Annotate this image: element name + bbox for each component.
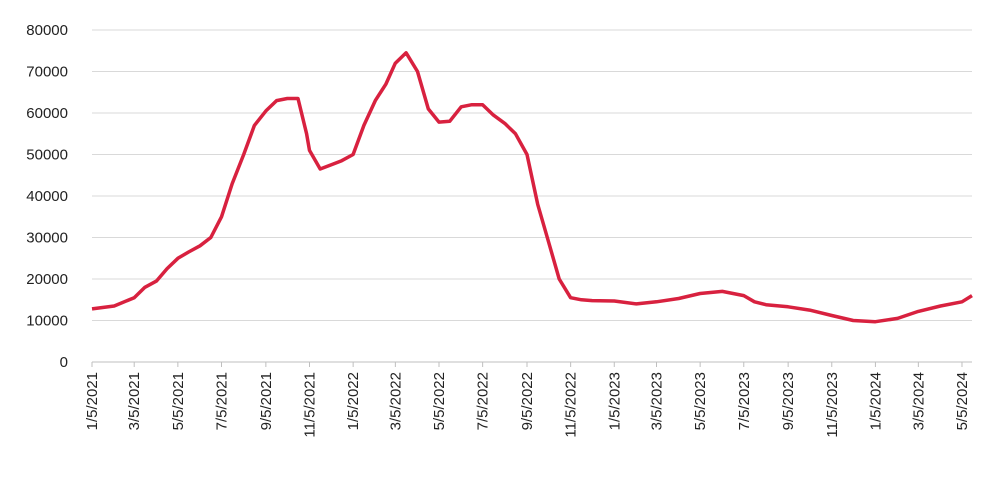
y-tick-label: 70000 (26, 64, 68, 81)
y-tick-label: 10000 (26, 313, 68, 330)
x-tick-label: 11/5/2022 (563, 372, 580, 438)
data-line (91, 51, 973, 324)
x-tick-label: 3/5/2023 (648, 372, 665, 430)
x-tick-label: 9/5/2021 (258, 372, 275, 430)
x-tick-label: 5/5/2022 (431, 372, 448, 430)
y-tick-label: 30000 (26, 230, 68, 247)
x-tick-label: 7/5/2022 (475, 372, 492, 430)
x-tick-label: 11/5/2021 (301, 372, 318, 438)
x-tick-label: 3/5/2024 (910, 372, 927, 430)
x-tick-label: 11/5/2023 (824, 372, 841, 438)
x-tick-label: 1/5/2024 (867, 372, 884, 430)
x-tick-label: 1/5/2022 (345, 372, 362, 430)
x-tick-label: 5/5/2021 (170, 372, 187, 430)
x-tick-label: 9/5/2022 (519, 372, 536, 430)
x-tick-label: 7/5/2021 (213, 372, 230, 430)
x-tick-label: 5/5/2023 (692, 372, 709, 430)
y-tick-label: 50000 (26, 147, 68, 164)
x-tick-label: 7/5/2023 (736, 372, 753, 430)
y-tick-label: 80000 (26, 22, 68, 39)
y-tick-label: 20000 (26, 271, 68, 288)
y-tick-label: 0 (60, 354, 68, 371)
y-tick-label: 60000 (26, 105, 68, 122)
x-tick-label: 3/5/2021 (126, 372, 143, 430)
x-tick-label: 3/5/2022 (387, 372, 404, 430)
y-tick-label: 40000 (26, 188, 68, 205)
x-tick-label: 1/5/2023 (606, 372, 623, 430)
x-tick-label: 1/5/2021 (84, 372, 101, 430)
x-tick-label: 9/5/2023 (780, 372, 797, 430)
x-tick-label: 5/5/2024 (954, 372, 971, 430)
